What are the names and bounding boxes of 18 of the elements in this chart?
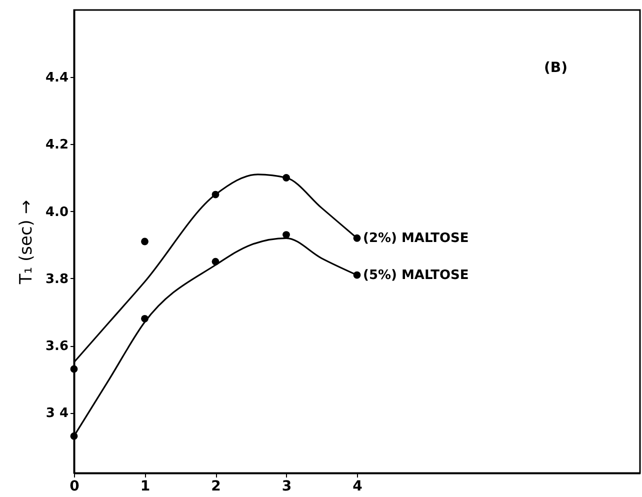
- point: [282, 231, 290, 238]
- x-tick-label: 1: [140, 478, 150, 494]
- x-tick-label: 4: [352, 478, 363, 494]
- y-tick-label: 4.0: [45, 204, 68, 220]
- point: [141, 238, 148, 246]
- y-tick-label: 4.2: [45, 138, 68, 153]
- annotation: (B): [544, 60, 568, 76]
- y-axis-title: T₁ (sec) →: [16, 200, 36, 286]
- series-label: (2%) MALTOSE: [363, 231, 469, 246]
- y-tick-label: 3 4: [46, 406, 68, 422]
- y-tick-label: 4.4: [45, 70, 68, 86]
- y-tick-label: 3.8: [45, 272, 68, 287]
- series-label: (5%) MALTOSE: [363, 268, 469, 284]
- x-tick-label: 2: [211, 478, 221, 494]
- x-tick-label: 0: [70, 478, 80, 494]
- x-tick-label: 3: [282, 478, 292, 494]
- point: [70, 365, 78, 373]
- y-tick-label: 3.6: [45, 339, 68, 354]
